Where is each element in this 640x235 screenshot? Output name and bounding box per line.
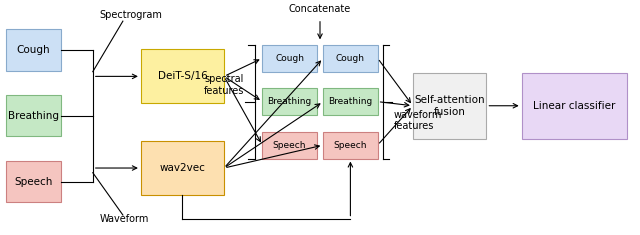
Text: Speech: Speech	[273, 141, 307, 150]
FancyBboxPatch shape	[6, 95, 61, 136]
FancyBboxPatch shape	[323, 88, 378, 115]
Text: Breathing: Breathing	[268, 97, 312, 106]
Text: Breathing: Breathing	[8, 111, 59, 121]
FancyBboxPatch shape	[6, 29, 61, 70]
Text: Cough: Cough	[275, 54, 304, 63]
Text: Cough: Cough	[336, 54, 365, 63]
FancyBboxPatch shape	[323, 132, 378, 159]
Text: Waveform: Waveform	[99, 214, 148, 223]
Text: DeiT-S/16: DeiT-S/16	[157, 71, 207, 81]
Text: Concatenate: Concatenate	[289, 4, 351, 14]
FancyBboxPatch shape	[413, 73, 486, 139]
Text: spectral
features: spectral features	[204, 74, 244, 96]
Text: Spectrogram: Spectrogram	[99, 10, 162, 20]
Text: Self-attention
fusion: Self-attention fusion	[414, 95, 485, 117]
FancyBboxPatch shape	[262, 88, 317, 115]
Text: Speech: Speech	[333, 141, 367, 150]
FancyBboxPatch shape	[522, 73, 627, 139]
FancyBboxPatch shape	[6, 161, 61, 202]
FancyBboxPatch shape	[262, 45, 317, 72]
Text: Speech: Speech	[15, 176, 52, 187]
Text: Breathing: Breathing	[328, 97, 372, 106]
Text: Linear classifier: Linear classifier	[533, 101, 616, 111]
Text: waveform
features: waveform features	[394, 110, 442, 131]
Text: Cough: Cough	[17, 45, 51, 55]
FancyBboxPatch shape	[323, 45, 378, 72]
FancyBboxPatch shape	[141, 141, 224, 195]
Text: wav2vec: wav2vec	[159, 163, 205, 173]
FancyBboxPatch shape	[141, 49, 224, 103]
FancyBboxPatch shape	[262, 132, 317, 159]
